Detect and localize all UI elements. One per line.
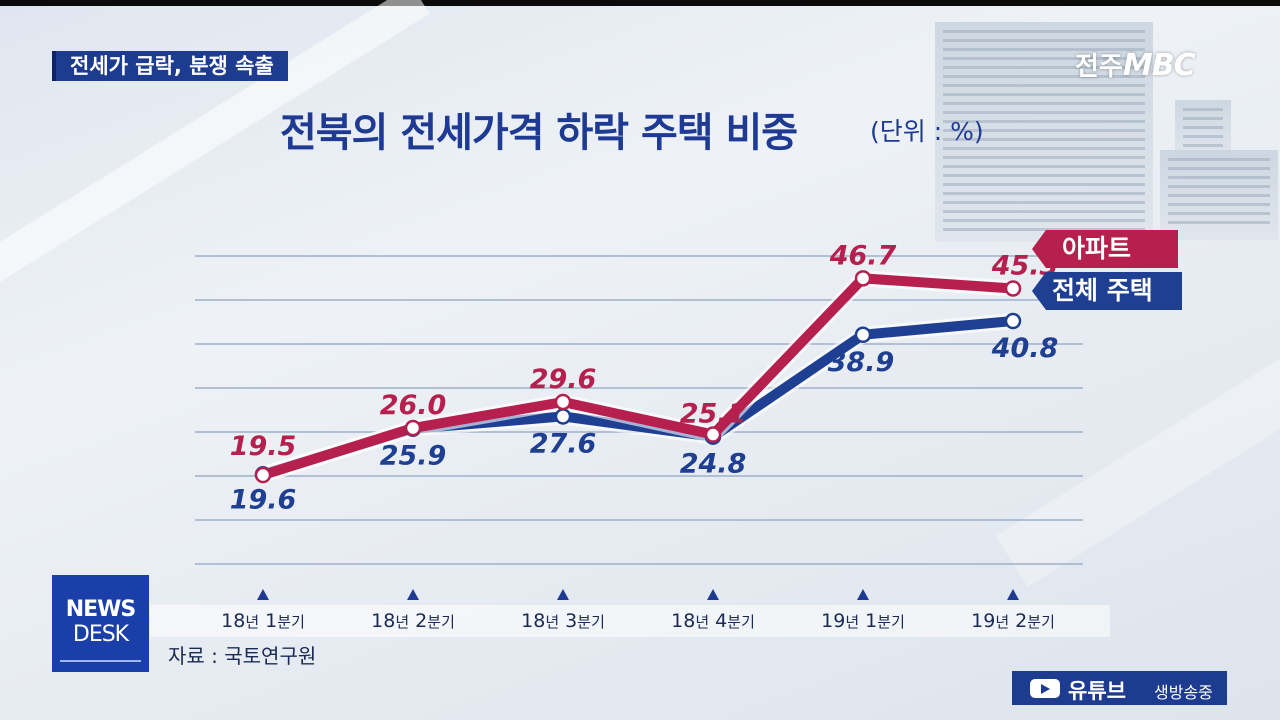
data-label-all-housing: 27.6 [530, 428, 597, 459]
bg-building [1160, 150, 1278, 240]
point-apartment [854, 270, 872, 287]
x-tick-label: 19년 1분기 [821, 610, 905, 632]
point-apartment [554, 393, 572, 411]
x-tick-mark [707, 589, 719, 600]
point-apartment [254, 466, 272, 484]
x-tick-mark [857, 589, 869, 600]
x-tick-label: 18년 2분기 [371, 610, 455, 632]
data-label-apartment: 19.5 [230, 431, 297, 462]
topic-caption: 전세가 급락, 분쟁 속출 [52, 51, 288, 81]
x-tick-mark [407, 589, 419, 600]
legend-apartment: 아파트 [1032, 230, 1178, 268]
series-line-apartment [261, 273, 1014, 480]
source-note: 자료 : 국토연구원 [168, 644, 317, 668]
data-label-apartment: 25.1 [680, 399, 747, 430]
data-label-all-housing: 19.6 [230, 484, 297, 515]
unit-label: (단위 : %) [870, 117, 984, 146]
legend-all-housing: 전체 주택 [1032, 272, 1182, 310]
data-label-apartment: 26.0 [380, 390, 447, 421]
x-tick-mark [257, 589, 269, 600]
series-line-halo [260, 270, 1014, 483]
x-tick-label: 18년 4분기 [671, 610, 755, 632]
youtube-label: 유튜브 [1068, 679, 1126, 703]
point-apartment [704, 426, 722, 443]
x-tick-label: 19년 2분기 [971, 610, 1055, 632]
broadcaster-logo: 전주MBC [1075, 48, 1196, 83]
point-apartment [404, 419, 422, 437]
data-label-all-housing: 38.9 [828, 347, 895, 378]
youtube-play-icon [1030, 679, 1060, 698]
point-apartment [1004, 280, 1022, 297]
data-label-all-housing: 25.9 [380, 441, 447, 472]
x-tick-label: 18년 1분기 [221, 610, 305, 632]
bg-building [935, 22, 1153, 242]
news-desk-badge: NEWS DESK [52, 575, 149, 672]
youtube-live-text: 생방송중 [1154, 683, 1213, 702]
x-tick-mark [1007, 589, 1019, 600]
x-axis-band [150, 605, 1110, 637]
top-bar [0, 0, 1280, 6]
x-tick-label: 18년 3분기 [521, 610, 605, 632]
chart-title: 전북의 전세가격 하락 주택 비중 [280, 110, 798, 156]
data-label-apartment: 29.6 [530, 364, 597, 395]
news-badge-line2: DESK [72, 622, 129, 647]
data-label-all-housing: 24.8 [680, 449, 747, 480]
point-all-housing [1004, 312, 1022, 330]
point-all-housing [854, 326, 872, 344]
x-tick-mark [557, 589, 569, 600]
youtube-live-badge: 유튜브 생방송중 [1012, 671, 1227, 705]
point-all-housing [554, 408, 572, 425]
data-label-apartment: 46.7 [829, 240, 897, 271]
news-badge-line1: NEWS [65, 597, 137, 622]
data-label-all-housing: 40.8 [991, 333, 1059, 364]
